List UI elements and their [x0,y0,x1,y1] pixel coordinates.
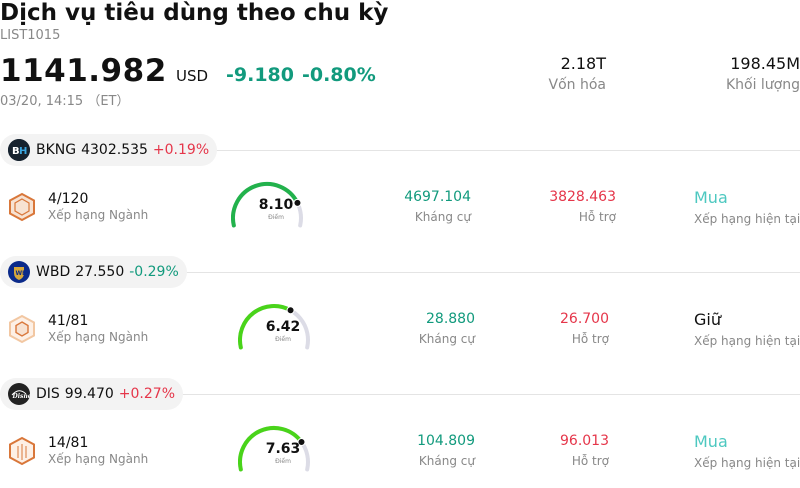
stock-change: -0.29% [129,264,179,280]
hexagon-rank-icon [9,436,35,466]
industry-rank: 4/120 [48,191,89,207]
support-label: Hỗ trợ [571,454,609,468]
score-label: Điểm [275,458,291,465]
industry-rank: 41/81 [48,313,89,329]
divider [0,272,800,273]
resistance-value: 104.809 [417,433,475,449]
score-gauge: 7.63 Điểm [238,422,328,472]
rating: Mua Xếp hạng hiện tại [694,188,800,226]
industry-rank-label: Xếp hạng Ngành [48,330,149,344]
volume-stat: 198.45M Khối lượng [726,54,800,93]
industry-rank: 14/81 [48,435,89,451]
warner-bros-logo-icon: WB [8,261,30,283]
hexagon-rank-icon [9,192,35,222]
rating: Mua Xếp hạng hiện tại [694,432,800,470]
gauge-fill [238,425,304,472]
gauge-arc [231,181,303,228]
support-label: Hỗ trợ [578,210,616,224]
change-value: -9.180 [226,64,294,86]
stock-chip-wbd[interactable]: WB WBD 27.550 -0.29% [0,256,187,288]
resistance-label: Kháng cự [414,210,471,224]
stock-change: +0.27% [118,386,176,402]
market-cap-stat: 2.18T Vốn hóa [549,54,606,93]
industry-rank-label: Xếp hạng Ngành [48,452,149,466]
resistance-value: 28.880 [426,311,475,327]
change-percent: -0.80% [301,64,376,86]
market-cap-label: Vốn hóa [548,77,606,93]
score-label: Điểm [268,214,284,221]
divider [0,394,800,395]
hexagon-rank-icon [9,314,35,344]
disney-logo-icon: Disney [8,383,30,405]
gauge-fill [231,181,300,228]
industry-rank-label: Xếp hạng Ngành [48,208,149,222]
rating-value: Mua [694,188,728,207]
gauge-marker [297,438,306,446]
rating: Giữ Xếp hạng hiện tại [694,310,800,348]
volume-label: Khối lượng [725,77,800,93]
support-stat: 3828.463 Hỗ trợ [549,189,616,224]
score-value: 7.63 [265,441,301,457]
rating-label: Xếp hạng hiện tại [694,456,800,470]
score-label: Điểm [275,336,291,343]
score-value: 8.10 [258,197,294,213]
rating-label: Xếp hạng hiện tại [694,212,800,226]
volume-value: 198.45M [730,54,800,73]
svg-text:B: B [12,146,20,157]
ticker: DIS [36,386,60,402]
stock-chip-dis[interactable]: Disney DIS 99.470 +0.27% [0,378,184,410]
rating-value: Mua [694,432,728,451]
rating-value: Giữ [694,310,721,329]
timestamp: 03/20, 14:15 （ET） [0,94,130,109]
gauge-arc [238,304,310,350]
divider [0,150,800,151]
ticker: WBD [36,264,71,280]
score-gauge: 8.10 Điểm [231,178,321,228]
svg-text:Disney: Disney [12,393,31,400]
market-cap-value: 2.18T [560,54,606,73]
svg-text:WB: WB [16,270,28,277]
support-stat: 96.013 Hỗ trợ [560,433,609,468]
resistance-stat: 28.880 Kháng cự [419,311,475,346]
resistance-stat: 104.809 Kháng cự [417,433,475,468]
index-change: -9.180 -0.80% [226,64,384,86]
support-value: 3828.463 [549,189,616,205]
stock-price: 99.470 [64,386,114,402]
svg-text:H: H [19,146,27,157]
support-stat: 26.700 Hỗ trợ [560,311,609,346]
support-value: 96.013 [560,433,609,449]
gauge-fill [238,304,293,350]
page-title: Dịch vụ tiêu dùng theo chu kỳ [0,0,389,26]
resistance-label: Kháng cự [418,332,475,346]
resistance-label: Kháng cự [418,454,475,468]
score-value: 6.42 [265,319,301,335]
currency-label: USD [176,67,209,85]
stock-change: +0.19% [152,142,210,158]
index-price: 1141.982 [0,53,167,89]
rating-label: Xếp hạng hiện tại [694,334,800,348]
support-label: Hỗ trợ [571,332,609,346]
resistance-stat: 4697.104 Kháng cự [404,189,471,224]
support-value: 26.700 [560,311,609,327]
stock-price: 27.550 [75,264,125,280]
ticker: BKNG [36,142,77,158]
list-code: LIST1015 [0,28,61,43]
gauge-arc [238,425,310,472]
gauge-marker [293,198,302,207]
stock-price: 4302.535 [81,142,148,158]
resistance-value: 4697.104 [404,189,471,205]
gauge-marker [286,306,295,315]
score-gauge: 6.42 Điểm [238,300,328,350]
